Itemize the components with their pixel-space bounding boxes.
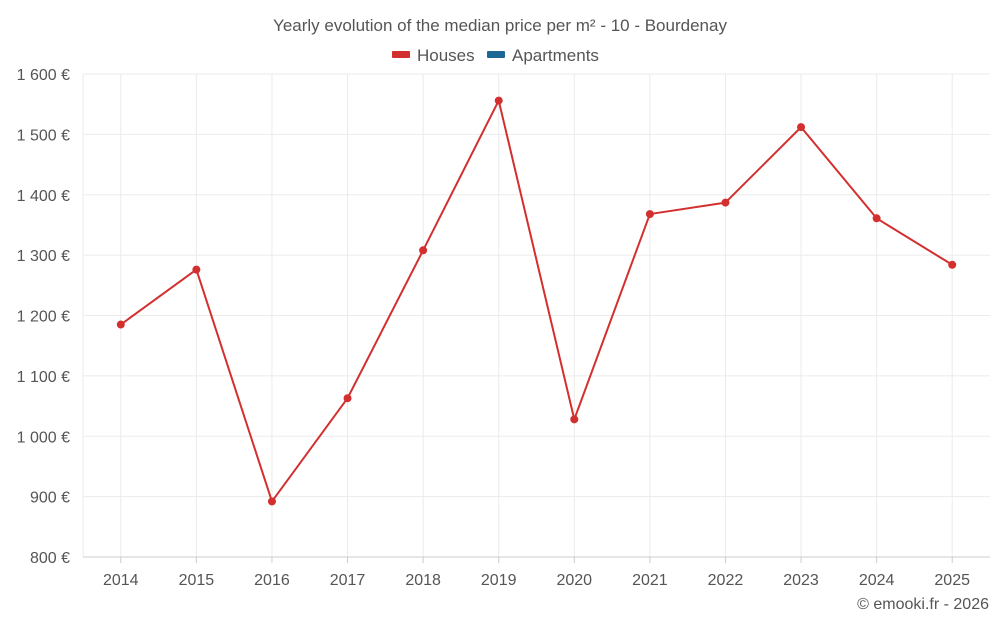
data-point-houses-2019[interactable]	[494, 96, 503, 105]
y-axis: 800 € 900 € 1 000 € 1 100 € 1 200 € 1 300 € 1 …	[17, 67, 70, 567]
x-tick-label: 2016	[254, 572, 290, 589]
x-tick-label: 2014	[103, 572, 139, 589]
x-tick-label: 2017	[330, 572, 366, 589]
x-axis: 2014 2015 2016 2017 2018 2019 2020 2021 2022 2023…	[83, 556, 990, 589]
y-tick-label: 1 400 €	[17, 188, 70, 205]
chart-title: Yearly evolution of the median price per…	[273, 16, 727, 35]
legend-item-apartments[interactable]: Apartments	[487, 46, 599, 65]
data-point-houses-2021[interactable]	[645, 210, 654, 219]
data-point-houses-2022[interactable]	[721, 198, 730, 207]
y-tick-label: 1 000 €	[17, 429, 70, 446]
y-tick-label: 1 500 €	[17, 127, 70, 144]
data-point-houses-2016[interactable]	[267, 497, 276, 506]
x-tick-label: 2021	[632, 572, 668, 589]
data-point-houses-2017[interactable]	[343, 394, 352, 403]
x-tick-label: 2020	[556, 572, 592, 589]
credit-text: © emooki.fr - 2026	[857, 596, 989, 613]
series-line-houses	[120, 99, 953, 503]
x-tick-label: 2022	[708, 572, 744, 589]
y-tick-label: 1 600 €	[17, 67, 70, 84]
grid	[82, 73, 990, 557]
x-tick-label: 2024	[859, 572, 895, 589]
x-tick-label: 2015	[179, 572, 215, 589]
data-point-houses-2015[interactable]	[192, 265, 201, 274]
series-layer	[116, 96, 957, 506]
legend: Houses Apartments	[392, 46, 599, 65]
y-tick-label: 1 200 €	[17, 309, 70, 326]
data-point-houses-2025[interactable]	[948, 260, 957, 269]
y-tick-label: 1 300 €	[17, 248, 70, 265]
x-tick-label: 2018	[405, 572, 441, 589]
x-tick-label: 2023	[783, 572, 819, 589]
data-point-houses-2020[interactable]	[570, 415, 579, 424]
data-point-houses-2024[interactable]	[872, 214, 881, 223]
y-tick-label: 1 100 €	[17, 369, 70, 386]
legend-swatch-apartments	[487, 51, 505, 58]
legend-label-houses: Houses	[417, 46, 475, 65]
data-point-houses-2023[interactable]	[797, 123, 806, 132]
legend-swatch-houses	[392, 51, 410, 58]
data-point-houses-2018[interactable]	[419, 246, 428, 255]
legend-item-houses[interactable]: Houses	[392, 46, 475, 65]
legend-label-apartments: Apartments	[512, 46, 599, 65]
y-tick-label: 800 €	[30, 550, 70, 567]
data-point-houses-2014[interactable]	[116, 320, 125, 329]
y-tick-label: 900 €	[30, 490, 70, 507]
x-tick-label: 2019	[481, 572, 517, 589]
x-tick-label: 2025	[934, 572, 970, 589]
